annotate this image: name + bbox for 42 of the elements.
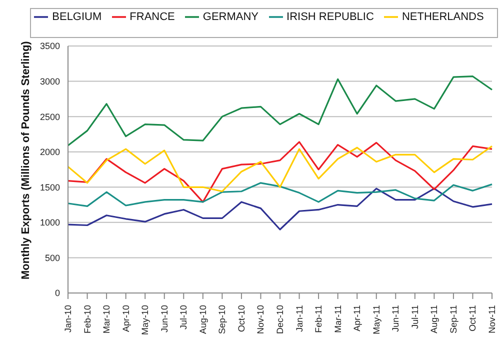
line-series (67, 182, 493, 207)
legend-label: GERMANY (202, 11, 259, 23)
line-series (67, 76, 493, 146)
y-tick-label: 1000 (40, 218, 60, 228)
legend-label: IRISH REPUBLIC (286, 11, 374, 23)
x-tick-label: Apr-11 (352, 305, 362, 332)
y-tick-label: 3500 (40, 41, 60, 52)
line-series (67, 145, 493, 192)
x-tick-label: Nov-10 (256, 305, 266, 334)
legend-label: NETHERLANDS (402, 11, 484, 23)
x-tick-label: Apr-10 (120, 305, 131, 332)
x-tick-label: Feb-10 (82, 305, 92, 334)
x-tick-label: Oct-11 (468, 305, 478, 332)
x-tick-label: Jan-11 (294, 305, 304, 332)
y-tick-label: 1500 (40, 182, 60, 192)
x-tick-label: Aug-10 (198, 305, 208, 334)
x-tick-label: Dec-10 (275, 305, 285, 334)
y-tick-label: 2500 (40, 112, 60, 122)
x-tick-label: Jun-10 (159, 305, 170, 333)
x-tick-label: Nov-11 (487, 305, 497, 334)
x-tick-label: Feb-11 (314, 305, 324, 333)
x-tick-label: Sep-10 (217, 305, 228, 334)
y-tick-label: 2000 (40, 147, 60, 158)
x-tick-label: Jan-10 (63, 305, 73, 333)
x-tick-label: Mar-11 (332, 305, 343, 333)
x-tick-label: Mar-10 (102, 305, 112, 334)
y-tick-label: 3000 (40, 76, 60, 86)
x-tick-label: Sep-11 (448, 305, 458, 334)
x-tick-label: Aug-11 (429, 305, 440, 334)
x-tick-label: May-11 (371, 305, 382, 334)
y-axis-title: Monthly Exports (Millions of Pounds Sterling) (20, 40, 32, 280)
y-tick-label: 500 (44, 252, 60, 263)
x-tick-label: Oct-10 (236, 305, 246, 332)
legend-label: FRANCE (130, 11, 175, 23)
y-tick-label: 0 (54, 288, 60, 298)
x-tick-label: Jun-11 (390, 305, 401, 332)
x-tick-label: Jul-11 (410, 305, 420, 329)
line-series (67, 188, 493, 230)
x-tick-label: May-10 (140, 305, 150, 336)
x-tick-label: Jul-10 (178, 305, 189, 330)
legend-label: BELGIUM (52, 11, 102, 23)
line-series (67, 141, 493, 203)
